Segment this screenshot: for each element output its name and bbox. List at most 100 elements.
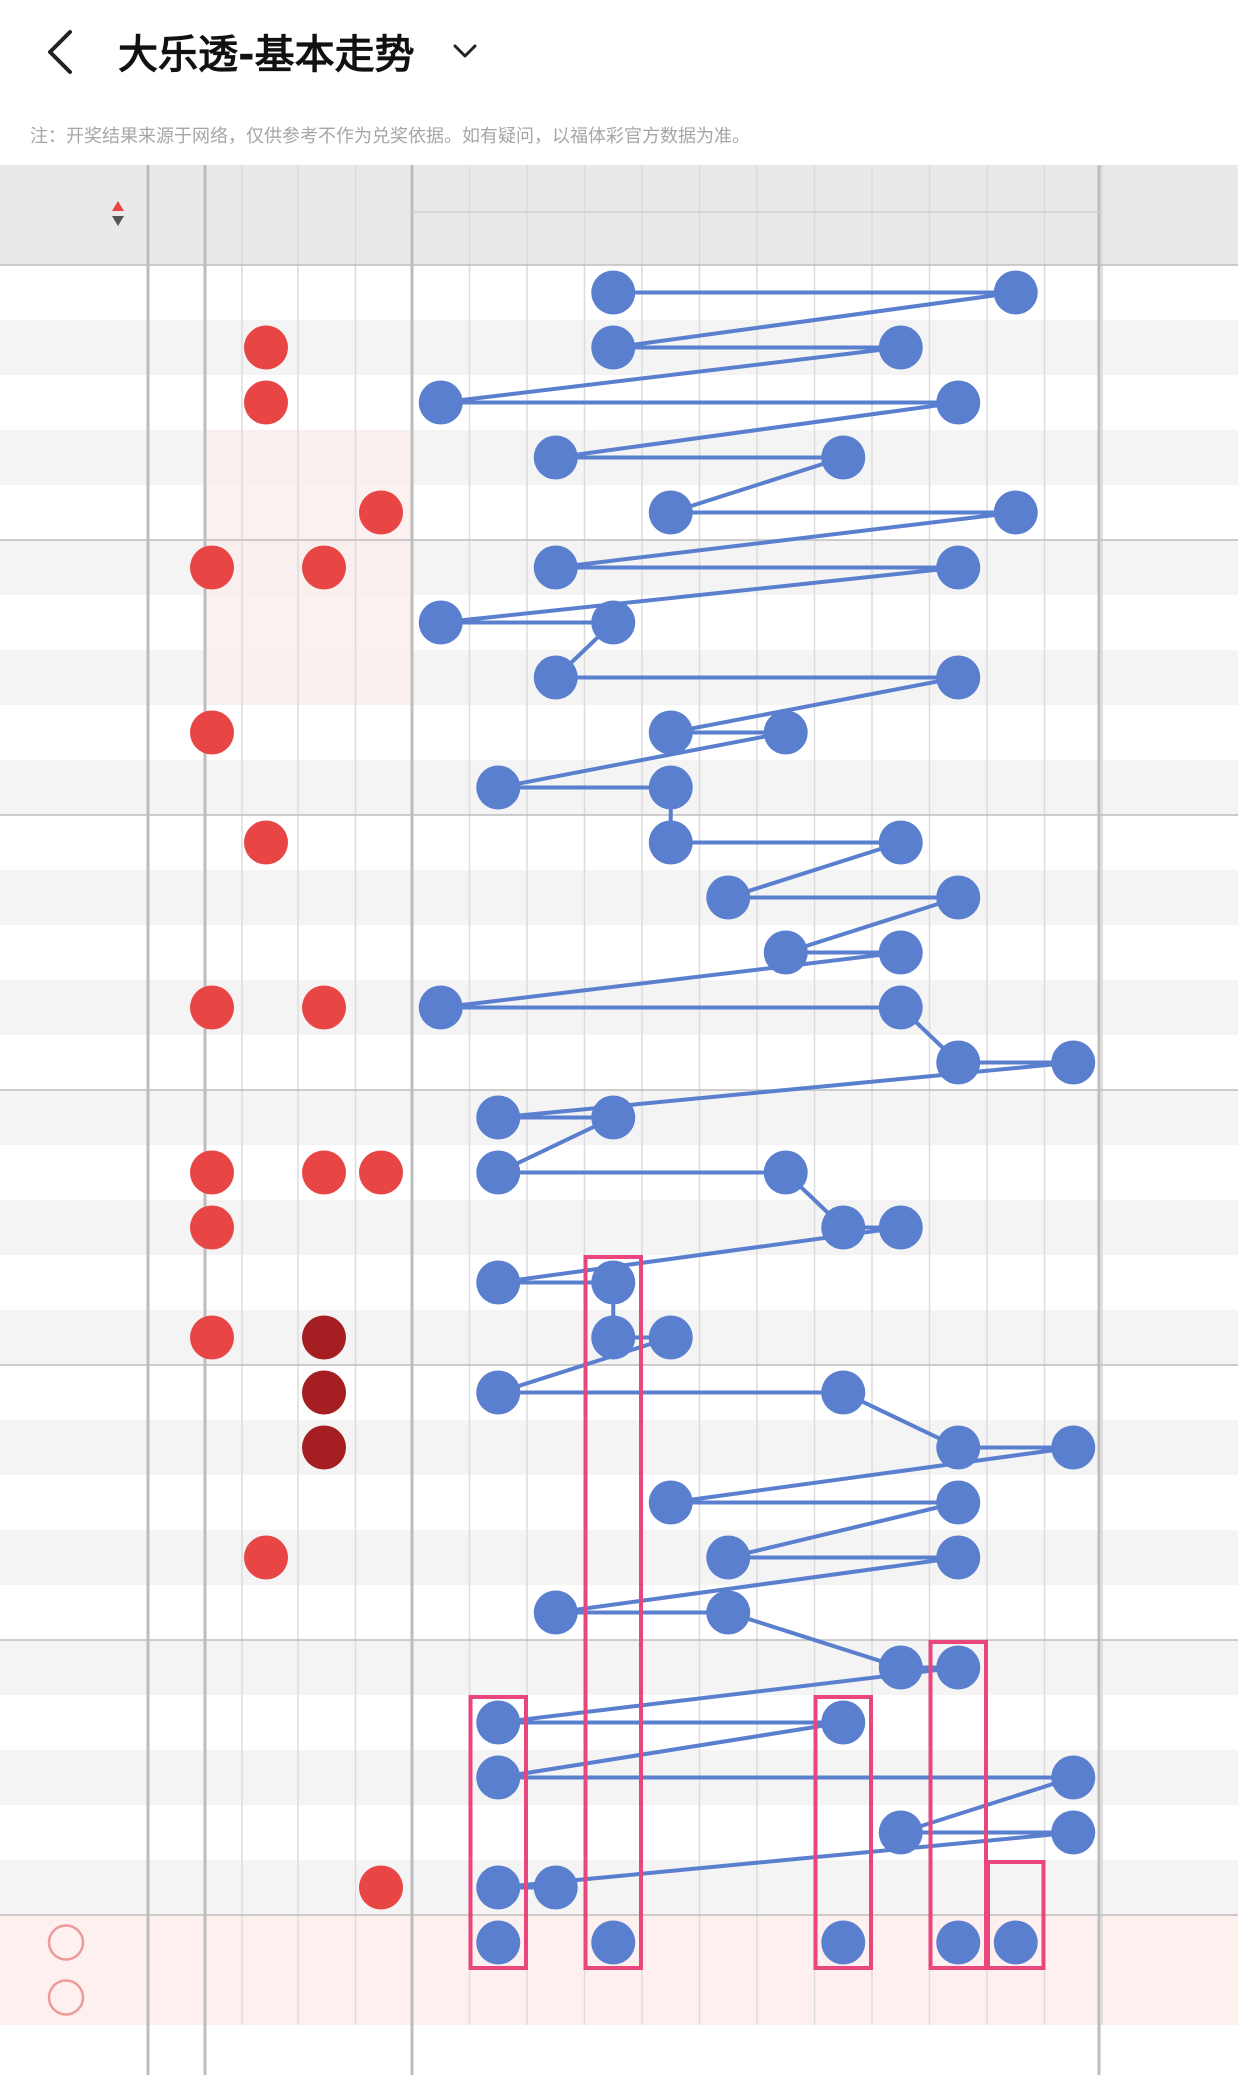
red-ball — [359, 1865, 403, 1910]
sort-asc-icon[interactable] — [112, 201, 124, 211]
row-stripe — [0, 1530, 1238, 1585]
blue-ball — [418, 985, 463, 1030]
blue-ball — [533, 1590, 578, 1635]
blue-ball — [878, 1205, 923, 1250]
disclaimer-note: 注：开奖结果来源于网络，仅供参考不作为兑奖依据。如有疑问，以福体彩官方数据为准。 — [30, 126, 750, 147]
bottom-header — [0, 2025, 1238, 2075]
blue-ball — [533, 1865, 578, 1910]
top-bar: 大乐透-基本走势 — [0, 0, 1238, 100]
selected-blue-ball[interactable] — [591, 1920, 636, 1965]
blue-ball — [821, 1370, 866, 1415]
row-stripe — [0, 870, 1238, 925]
red-ball — [190, 1315, 234, 1360]
blue-ball — [476, 1700, 521, 1745]
blue-ball — [936, 545, 981, 590]
blue-ball — [706, 1590, 751, 1635]
red-zone-shade — [205, 595, 412, 650]
blue-ball — [476, 1755, 521, 1800]
red-ball — [302, 1425, 346, 1470]
trend-line — [438, 290, 1076, 1890]
red-ball — [244, 1535, 288, 1580]
red-ball — [302, 1150, 346, 1195]
back-arrow-icon[interactable] — [40, 24, 84, 80]
red-ball — [302, 1370, 346, 1415]
page-title: 大乐透-基本走势 — [118, 32, 415, 78]
blue-ball — [533, 435, 578, 480]
red-ball — [244, 820, 288, 865]
blue-ball — [936, 1040, 981, 1085]
blue-ball — [476, 1865, 521, 1910]
red-ball — [244, 325, 288, 370]
blue-ball — [1051, 1425, 1096, 1470]
blue-ball — [821, 435, 866, 480]
sort-desc-icon[interactable] — [112, 216, 124, 226]
blue-ball — [993, 490, 1038, 535]
blue-ball — [648, 1315, 693, 1360]
blue-ball — [648, 1480, 693, 1525]
red-ball — [190, 710, 234, 755]
red-ball — [302, 985, 346, 1030]
highlight-box — [468, 1695, 528, 1970]
highlight-box — [583, 1255, 643, 1970]
blue-ball — [878, 325, 923, 370]
blue-ball — [936, 655, 981, 700]
row-stripe — [0, 1640, 1238, 1695]
red-zone-shade — [205, 650, 412, 705]
blue-ball — [936, 1535, 981, 1580]
blue-ball — [591, 1095, 636, 1140]
blue-ball — [1051, 1040, 1096, 1085]
blue-ball — [476, 1095, 521, 1140]
blue-ball — [878, 930, 923, 975]
blue-ball — [648, 820, 693, 865]
blue-ball — [591, 325, 636, 370]
blue-ball — [936, 1645, 981, 1690]
blue-ball — [993, 270, 1038, 315]
row-stripe — [0, 1200, 1238, 1255]
blue-ball — [763, 1150, 808, 1195]
row-stripe — [0, 1860, 1238, 1915]
blue-ball — [878, 1810, 923, 1855]
blue-ball — [648, 710, 693, 755]
highlight-box — [813, 1695, 873, 1970]
blue-ball — [878, 820, 923, 865]
blue-ball — [648, 765, 693, 810]
selected-blue-ball[interactable] — [936, 1920, 981, 1965]
blue-ball — [1051, 1755, 1096, 1800]
select-radio[interactable] — [47, 1979, 85, 2016]
red-ball — [190, 1205, 234, 1250]
selected-blue-ball[interactable] — [476, 1920, 521, 1965]
select-radio[interactable] — [47, 1924, 85, 1961]
blue-ball — [878, 985, 923, 1030]
blue-ball — [936, 1425, 981, 1470]
blue-ball — [591, 1315, 636, 1360]
blue-ball — [878, 1645, 923, 1690]
red-ball — [302, 1315, 346, 1360]
red-ball — [190, 985, 234, 1030]
blue-ball — [533, 545, 578, 590]
blue-ball — [936, 875, 981, 920]
red-ball — [244, 380, 288, 425]
blue-ball — [1051, 1810, 1096, 1855]
blue-ball — [476, 1150, 521, 1195]
selected-blue-ball[interactable] — [993, 1920, 1038, 1965]
chevron-down-icon[interactable] — [448, 34, 482, 68]
red-zone-shade — [205, 430, 412, 485]
blue-ball — [418, 600, 463, 645]
red-ball — [302, 545, 346, 590]
red-ball — [359, 1150, 403, 1195]
blue-ball — [476, 765, 521, 810]
blue-ball — [821, 1700, 866, 1745]
blue-ball — [706, 1535, 751, 1580]
blue-ball — [821, 1205, 866, 1250]
red-ball — [190, 545, 234, 590]
highlight-box — [928, 1640, 988, 1970]
red-ball — [190, 1150, 234, 1195]
red-ball — [359, 490, 403, 535]
blue-ball — [936, 380, 981, 425]
blue-ball — [418, 380, 463, 425]
blue-ball — [763, 930, 808, 975]
blue-ball — [533, 655, 578, 700]
selected-blue-ball[interactable] — [821, 1920, 866, 1965]
highlight-box — [986, 1860, 1046, 1970]
